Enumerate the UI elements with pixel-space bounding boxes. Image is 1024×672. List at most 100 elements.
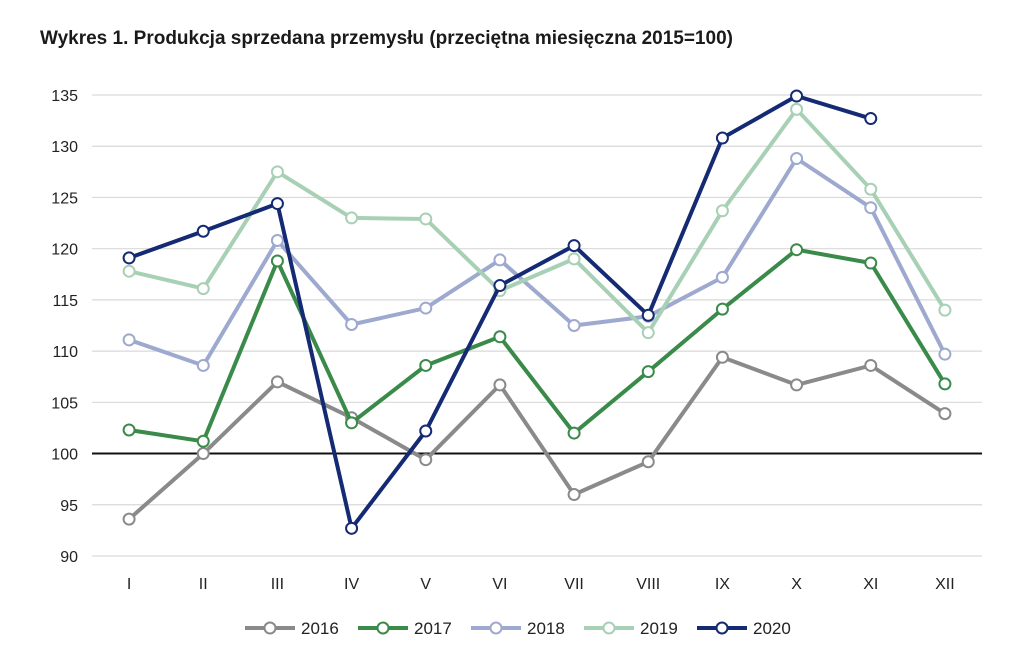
series-2017	[122, 243, 952, 448]
data-point	[567, 319, 581, 332]
data-point	[196, 447, 210, 461]
data-point	[270, 197, 284, 211]
series-2019	[122, 102, 952, 340]
data-point	[715, 204, 729, 218]
data-point	[864, 182, 878, 196]
data-point	[938, 377, 952, 391]
data-point	[864, 112, 878, 126]
legend-label: 2019	[640, 619, 678, 638]
series-line	[127, 355, 947, 522]
data-point	[864, 256, 878, 270]
data-point	[938, 303, 952, 317]
legend-item: 2018	[471, 619, 565, 638]
legend-item: 2019	[584, 619, 678, 638]
data-point	[790, 102, 804, 116]
data-point	[715, 302, 729, 316]
data-point	[122, 512, 136, 526]
y-tick-label: 120	[51, 242, 78, 259]
x-tick-label: III	[271, 576, 284, 593]
data-point	[345, 416, 359, 430]
data-point	[864, 358, 878, 372]
data-point	[641, 365, 655, 379]
data-point	[419, 212, 433, 226]
series-line	[127, 107, 947, 335]
x-tick-label: VIII	[636, 576, 660, 593]
data-point	[493, 330, 507, 344]
y-axis-ticks: 90 95 100 105 110 115 120 125 130 135	[51, 88, 78, 566]
legend-label: 2016	[301, 619, 339, 638]
y-tick-label: 95	[60, 498, 78, 515]
data-point	[790, 89, 804, 103]
data-point	[419, 424, 433, 438]
y-tick-label: 90	[60, 549, 78, 566]
y-tick-label: 130	[51, 139, 78, 156]
x-tick-label: I	[127, 576, 131, 593]
legend-item: 2017	[358, 619, 452, 638]
data-point	[790, 152, 804, 166]
data-point	[419, 358, 433, 372]
x-tick-label: IX	[715, 576, 730, 593]
legend-label: 2018	[527, 619, 565, 638]
x-axis-ticks: I II III IV V VI VII VIII IX X XI XII	[127, 576, 955, 593]
data-point	[270, 165, 284, 179]
series-layer	[122, 89, 952, 535]
data-point	[270, 375, 284, 389]
series-2016	[122, 350, 952, 526]
data-point	[641, 455, 655, 469]
data-point	[345, 521, 359, 535]
data-point	[270, 233, 284, 247]
series-2020	[122, 89, 878, 535]
data-point	[567, 252, 581, 266]
data-point	[345, 211, 359, 225]
data-point	[122, 264, 136, 278]
y-tick-label: 105	[51, 395, 78, 412]
series-line	[127, 156, 947, 368]
data-point	[419, 453, 433, 467]
x-tick-label: IV	[344, 576, 359, 593]
x-tick-label: XI	[863, 576, 878, 593]
legend: 2016 2017 2018 2019 2020	[245, 619, 791, 638]
data-point	[122, 251, 136, 265]
legend-swatch-marker	[263, 621, 277, 635]
data-point	[270, 254, 284, 268]
legend-swatch-marker	[715, 621, 729, 635]
data-point	[493, 253, 507, 267]
chart-title: Wykres 1. Produkcja sprzedana przemysłu …	[40, 28, 733, 49]
data-point	[567, 426, 581, 440]
data-point	[419, 301, 433, 315]
x-tick-label: V	[420, 576, 431, 593]
data-point	[196, 358, 210, 372]
x-tick-label: X	[791, 576, 802, 593]
legend-swatch-marker	[489, 621, 503, 635]
data-point	[122, 333, 136, 347]
legend-label: 2020	[753, 619, 791, 638]
data-point	[790, 378, 804, 392]
data-point	[196, 282, 210, 296]
y-tick-label: 100	[51, 447, 78, 464]
legend-item: 2020	[697, 619, 791, 638]
gridlines	[92, 94, 982, 557]
data-point	[938, 407, 952, 421]
legend-item: 2016	[245, 619, 339, 638]
data-point	[493, 279, 507, 293]
y-tick-label: 125	[51, 190, 78, 207]
data-point	[345, 317, 359, 331]
data-point	[567, 239, 581, 253]
legend-swatch-marker	[376, 621, 390, 635]
data-point	[864, 201, 878, 215]
data-point	[567, 488, 581, 502]
data-point	[196, 434, 210, 448]
data-point	[715, 270, 729, 284]
legend-swatch-marker	[602, 621, 616, 635]
x-tick-label: II	[199, 576, 208, 593]
y-tick-label: 115	[52, 293, 78, 310]
legend-label: 2017	[414, 619, 452, 638]
x-tick-label: VII	[564, 576, 584, 593]
data-point	[790, 243, 804, 257]
data-point	[641, 308, 655, 322]
y-tick-label: 135	[51, 88, 78, 105]
data-point	[715, 131, 729, 145]
data-point	[641, 326, 655, 340]
data-point	[122, 423, 136, 437]
